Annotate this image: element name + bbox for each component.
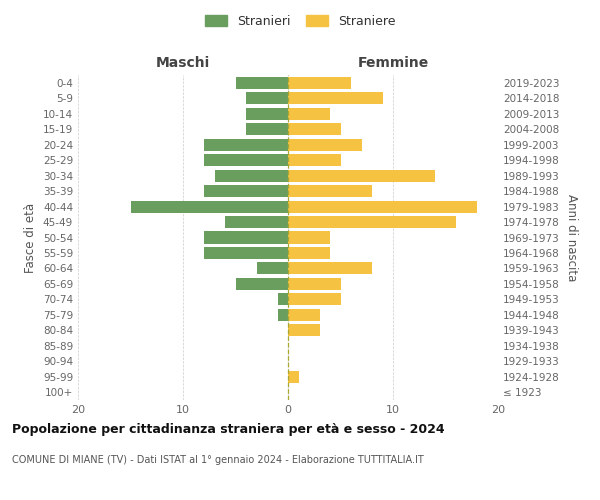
Legend: Stranieri, Straniere: Stranieri, Straniere xyxy=(201,11,399,32)
Text: Popolazione per cittadinanza straniera per età e sesso - 2024: Popolazione per cittadinanza straniera p… xyxy=(12,422,445,436)
Text: COMUNE DI MIANE (TV) - Dati ISTAT al 1° gennaio 2024 - Elaborazione TUTTITALIA.I: COMUNE DI MIANE (TV) - Dati ISTAT al 1° … xyxy=(12,455,424,465)
Bar xyxy=(288,185,372,197)
Bar xyxy=(246,92,288,104)
Bar xyxy=(288,170,435,181)
Bar xyxy=(288,371,299,383)
Text: Maschi: Maschi xyxy=(156,56,210,70)
Bar xyxy=(288,278,341,290)
Bar xyxy=(277,309,288,321)
Bar xyxy=(288,247,330,259)
Bar xyxy=(204,247,288,259)
Bar xyxy=(288,154,341,166)
Bar xyxy=(235,278,288,290)
Bar xyxy=(288,108,330,120)
Bar xyxy=(277,294,288,306)
Bar xyxy=(288,92,383,104)
Y-axis label: Fasce di età: Fasce di età xyxy=(25,202,37,272)
Bar xyxy=(215,170,288,181)
Bar xyxy=(246,108,288,120)
Bar xyxy=(235,76,288,89)
Bar xyxy=(288,232,330,243)
Bar xyxy=(288,324,320,336)
Bar xyxy=(288,309,320,321)
Bar xyxy=(204,154,288,166)
Y-axis label: Anni di nascita: Anni di nascita xyxy=(565,194,578,281)
Bar xyxy=(204,232,288,243)
Bar xyxy=(288,123,341,135)
Bar xyxy=(204,138,288,150)
Bar xyxy=(257,262,288,274)
Text: Femmine: Femmine xyxy=(358,56,428,70)
Bar xyxy=(288,76,351,89)
Bar xyxy=(204,185,288,197)
Bar xyxy=(288,294,341,306)
Bar xyxy=(288,262,372,274)
Bar xyxy=(130,200,288,212)
Bar xyxy=(246,123,288,135)
Bar xyxy=(225,216,288,228)
Bar xyxy=(288,216,456,228)
Bar xyxy=(288,138,361,150)
Bar xyxy=(288,200,477,212)
